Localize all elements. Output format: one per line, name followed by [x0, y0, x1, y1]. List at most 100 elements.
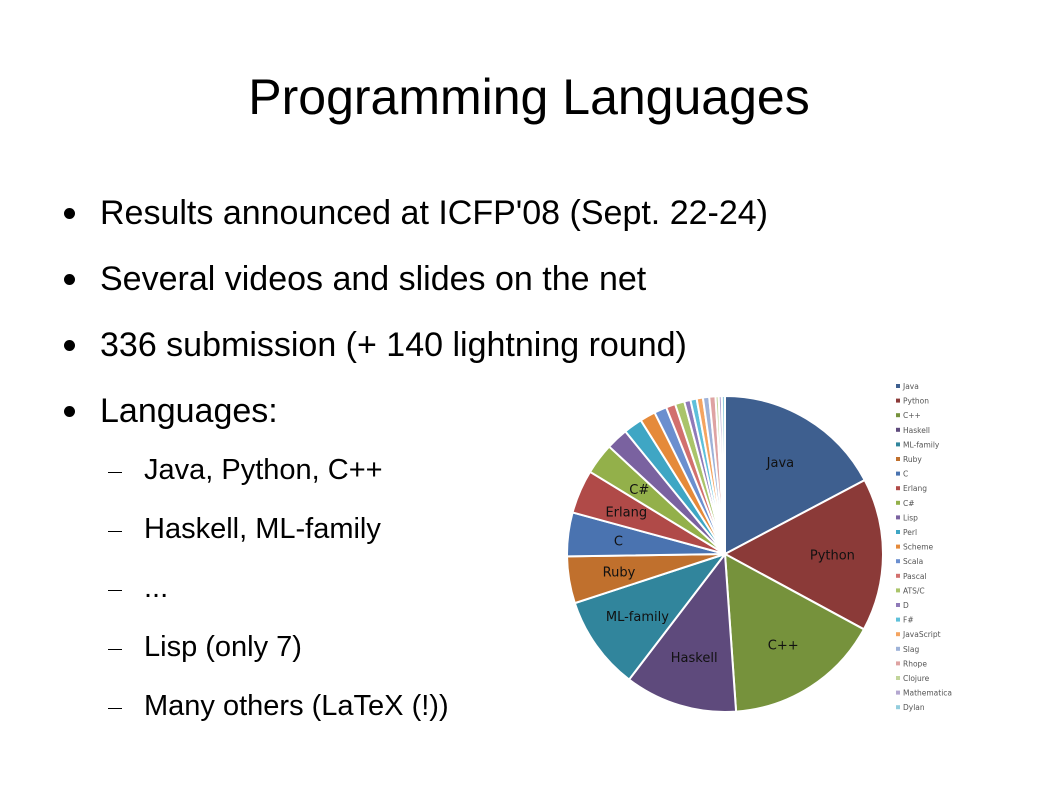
pie-label-ruby: Ruby: [603, 566, 636, 581]
legend-item-ruby: Ruby: [896, 455, 922, 464]
legend-swatch: [896, 573, 900, 578]
bullet-text: 336 submission (+ 140 lightning round): [100, 326, 687, 364]
legend-swatch: [896, 544, 900, 549]
legend-label: C: [903, 470, 908, 479]
legend-label: Perl: [903, 528, 917, 537]
legend-swatch: [896, 661, 900, 666]
pie-slice-java: [724, 394, 867, 556]
bullet-dot: [64, 340, 75, 351]
legend-item-pascal: Pascal: [896, 572, 927, 581]
dash-icon: [108, 708, 122, 709]
sub-bullet-ellipsis: ...: [94, 566, 449, 610]
legend-item-javascript: JavaScript: [896, 630, 941, 639]
legend-item-slag: Slag: [896, 645, 919, 654]
legend-swatch: [896, 632, 900, 637]
sub-bullet-text: ...: [144, 572, 169, 604]
legend-label: Scala: [903, 557, 923, 566]
legend-label: Scheme: [903, 543, 934, 552]
legend-swatch: [896, 690, 900, 695]
legend-label: F#: [903, 616, 914, 625]
sub-bullet-text: Haskell, ML-family: [144, 513, 381, 545]
dash-icon: [108, 649, 122, 650]
legend-item-haskell: Haskell: [896, 426, 930, 435]
pie-label-cplusplus: C++: [768, 638, 799, 653]
sub-bullet-java-python-cpp: Java, Python, C++: [94, 448, 449, 492]
legend-label: Dylan: [903, 703, 925, 712]
legend-item-lisp: Lisp: [896, 513, 918, 522]
legend-item-c: C: [896, 470, 908, 479]
pie-label-ml-family: ML-family: [606, 610, 669, 625]
legend-item-clojure: Clojure: [896, 674, 930, 683]
legend-label: Clojure: [903, 674, 930, 683]
dash-icon: [108, 590, 122, 591]
pie-legend: Java Python C++ Haskell ML-family Ruby C Erlang…: [896, 382, 952, 712]
legend-item-python: Python: [896, 397, 929, 406]
pie-label-erlang: Erlang: [605, 506, 647, 521]
legend-item-erlang: Erlang: [896, 484, 927, 493]
bullet-text: Languages:: [100, 392, 278, 430]
legend-label: ML-family: [903, 440, 940, 449]
legend-swatch: [896, 442, 900, 447]
bullet-submissions: 336 submission (+ 140 lightning round): [64, 318, 964, 372]
sub-bullet-haskell-ml: Haskell, ML-family: [94, 507, 449, 551]
legend-swatch: [896, 471, 900, 476]
pie-slice-ml-family: [573, 552, 728, 681]
legend-swatch: [896, 427, 900, 432]
legend-swatch: [896, 559, 900, 564]
bullet-dot: [64, 406, 75, 417]
dash-icon: [108, 472, 122, 473]
legend-label: Mathematica: [903, 689, 952, 698]
pie-slice-cplusplus: [723, 552, 866, 713]
pie-label-java: Java: [766, 456, 794, 471]
legend-swatch: [896, 398, 900, 403]
legend-item-ats-c: ATS/C: [896, 586, 925, 595]
bullet-languages: Languages:: [64, 384, 964, 438]
sub-bullet-text: Many others (LaTeX (!)): [144, 690, 449, 722]
legend-swatch: [896, 603, 900, 607]
legend-swatch: [896, 617, 900, 622]
legend-swatch: [896, 413, 900, 418]
pie-label-csharp: C#: [629, 483, 649, 498]
legend-swatch: [896, 705, 900, 710]
legend-swatch: [896, 384, 900, 388]
bullet-results: Results announced at ICFP'08 (Sept. 22-2…: [64, 186, 964, 240]
sub-bullet-many-others: Many others (LaTeX (!)): [94, 684, 449, 728]
legend-label: ATS/C: [903, 586, 925, 595]
legend-label: Lisp: [903, 513, 918, 522]
pie-slices: [566, 394, 884, 713]
slide-title: Programming Languages: [248, 69, 810, 125]
legend-item-rhope: Rhope: [896, 659, 927, 668]
legend-label: Ruby: [903, 455, 922, 464]
bullet-videos: Several videos and slides on the net: [64, 252, 964, 306]
pie-labels: Java Python C++ Haskell ML-family Ruby C Erlang…: [603, 456, 855, 666]
pie-label-haskell: Haskell: [671, 651, 718, 666]
legend-label: Slag: [903, 645, 919, 654]
legend-swatch: [896, 588, 900, 593]
legend-item-dylan: Dylan: [896, 703, 925, 712]
legend-label: JavaScript: [902, 630, 941, 639]
legend-item-cplusplus: C++: [896, 411, 921, 420]
legend-item-csharp: C#: [896, 499, 915, 508]
legend-swatch: [896, 646, 900, 651]
pie-slice-python: [722, 478, 884, 631]
legend-item-perl: Perl: [896, 528, 917, 537]
legend-label: Java: [902, 382, 919, 391]
pie-chart-svg: Java Python C++ Haskell ML-family Ruby C Erlang…: [566, 382, 952, 713]
legend-swatch: [896, 486, 900, 491]
legend-label: Pascal: [903, 572, 927, 581]
legend-label: Rhope: [903, 659, 927, 668]
bullet-dot: [64, 208, 75, 219]
legend-item-scala: Scala: [896, 557, 923, 566]
sub-bullet-text: Java, Python, C++: [144, 454, 383, 486]
pie-slice-haskell: [627, 551, 738, 713]
legend-swatch: [896, 500, 900, 505]
sub-bullet-lisp: Lisp (only 7): [94, 625, 449, 669]
dash-icon: [108, 531, 122, 532]
language-pie-chart: Java Python C++ Haskell ML-family Ruby C Erlang…: [560, 376, 960, 736]
bullet-list: Results announced at ICFP'08 (Sept. 22-2…: [64, 186, 964, 450]
legend-item-java: Java: [896, 382, 919, 391]
bullet-text: Several videos and slides on the net: [100, 260, 647, 298]
legend-label: C#: [903, 499, 915, 508]
legend-swatch: [896, 515, 900, 520]
pie-slice-dylan: [720, 394, 726, 555]
